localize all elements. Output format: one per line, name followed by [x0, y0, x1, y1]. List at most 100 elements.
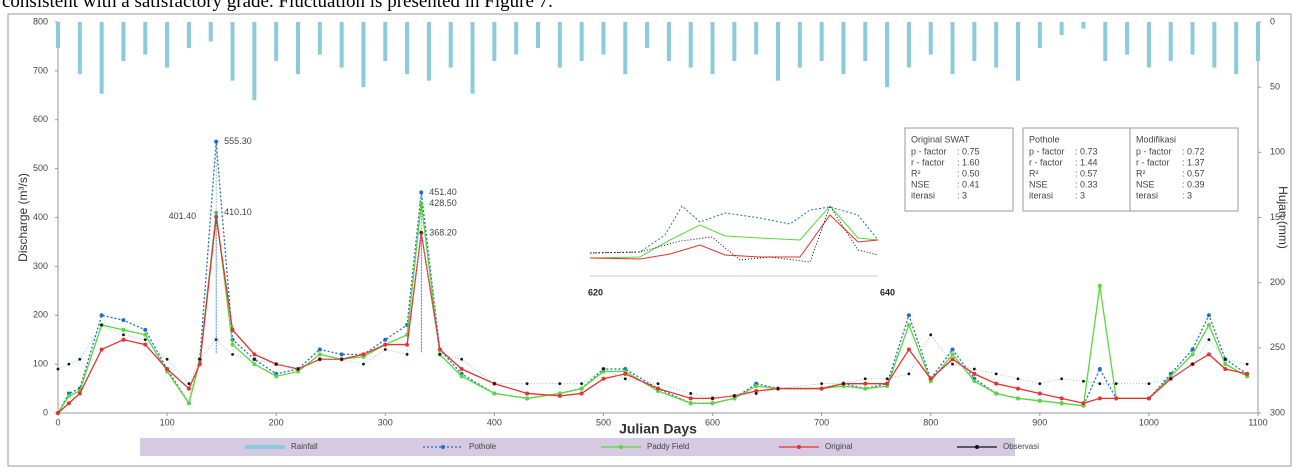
series-marker: [994, 381, 999, 386]
series-marker: [99, 347, 104, 352]
series-marker: [460, 357, 464, 361]
series-marker: [557, 393, 562, 398]
rainfall-bar: [819, 22, 824, 62]
series-marker: [340, 357, 344, 361]
series-marker: [906, 347, 911, 352]
series-marker: [1114, 382, 1118, 386]
rainfall-bar: [688, 22, 693, 68]
series-marker: [601, 376, 606, 381]
stat-key: r - factor: [1136, 157, 1170, 167]
series-marker: [459, 374, 464, 379]
rainfall-bar: [601, 22, 606, 55]
x-axis-title: Julian Days: [619, 421, 697, 437]
series-marker: [122, 333, 125, 337]
rainfall-bar: [863, 22, 868, 62]
series-marker: [438, 352, 442, 356]
series-marker: [1245, 362, 1249, 366]
series-marker: [1245, 371, 1250, 376]
rainfall-bar: [1146, 22, 1151, 68]
annotation: 401.40: [169, 211, 197, 221]
legend-label: Pothole: [469, 442, 497, 451]
series-marker: [623, 371, 628, 376]
series-marker: [558, 382, 562, 386]
series-marker: [623, 377, 627, 381]
stat-key: p - factor: [911, 146, 947, 156]
series-marker: [1223, 362, 1228, 367]
series-marker: [906, 323, 911, 328]
series-marker: [252, 362, 257, 367]
series-marker: [1097, 367, 1102, 372]
series-marker: [1146, 396, 1151, 401]
stat-key: NSE: [911, 179, 930, 189]
rainfall-bar: [623, 22, 628, 75]
series-marker: [100, 323, 104, 327]
series-marker: [972, 379, 977, 384]
series-marker: [186, 386, 191, 391]
rainfall-bar: [885, 22, 890, 88]
series-marker: [776, 387, 780, 390]
rainfall-bar: [841, 22, 846, 75]
rainfall-bar: [470, 22, 475, 94]
series-marker: [1114, 396, 1119, 401]
series-marker: [1097, 283, 1102, 288]
x-tick-label: 700: [814, 417, 829, 427]
y2-tick-label: 300: [1270, 407, 1285, 417]
series-marker: [405, 352, 409, 356]
series-marker: [318, 357, 322, 361]
rainfall-bar: [1168, 22, 1173, 62]
x-tick-label: 200: [269, 417, 284, 427]
rainfall-bar: [906, 22, 911, 68]
series-marker: [525, 391, 530, 396]
rainfall-bar: [1059, 22, 1064, 36]
stat-key: R²: [1136, 168, 1146, 178]
series-marker: [1191, 362, 1194, 366]
series-marker: [143, 332, 148, 337]
x-tick-label: 1000: [1139, 417, 1159, 427]
series-marker: [198, 357, 202, 361]
series-marker: [754, 389, 759, 394]
series-marker: [165, 357, 169, 361]
series-marker: [580, 382, 584, 386]
stat-box: [1129, 127, 1239, 212]
rainfall-bar: [1190, 22, 1195, 55]
rainfall-bar: [732, 22, 737, 62]
rainfall-bar: [1037, 22, 1042, 49]
series-marker: [197, 362, 202, 367]
rainfall-bar: [972, 22, 977, 62]
series-marker: [1190, 352, 1195, 357]
series-marker: [1060, 377, 1064, 381]
rainfall-bar: [274, 22, 279, 62]
stat-key: terasi: [1136, 190, 1158, 200]
stat-value: : 0.50: [957, 168, 980, 178]
chart-frame: [7, 13, 1292, 467]
y-tick-label: 400: [33, 212, 48, 222]
series-marker: [56, 411, 60, 415]
y-tick-label: 800: [33, 16, 48, 26]
annotation: 410.10: [224, 207, 252, 217]
y-tick-label: 500: [33, 163, 48, 173]
rainfall-bar: [536, 22, 540, 49]
y-tick-label: 300: [33, 261, 48, 271]
series-marker: [459, 367, 464, 372]
legend-marker: [975, 445, 979, 449]
legend-marker: [441, 445, 445, 449]
series-marker: [820, 382, 824, 386]
series-marker: [579, 391, 584, 396]
series-marker: [1206, 352, 1211, 357]
series-marker: [689, 392, 693, 395]
stat-key: NSE: [1136, 179, 1155, 189]
series-marker: [819, 386, 824, 391]
annotation: 451.40: [429, 187, 457, 197]
series-marker: [143, 342, 148, 347]
legend-label: Paddy Field: [647, 442, 689, 451]
series-marker: [754, 392, 758, 395]
series-marker: [656, 386, 660, 391]
rainfall-bar: [1125, 22, 1130, 55]
series-marker: [361, 352, 366, 357]
rainfall-bar: [514, 22, 519, 55]
series-marker: [950, 347, 955, 352]
rainfall-bar: [1081, 22, 1086, 29]
series-marker: [688, 401, 693, 406]
series-marker: [907, 372, 911, 376]
